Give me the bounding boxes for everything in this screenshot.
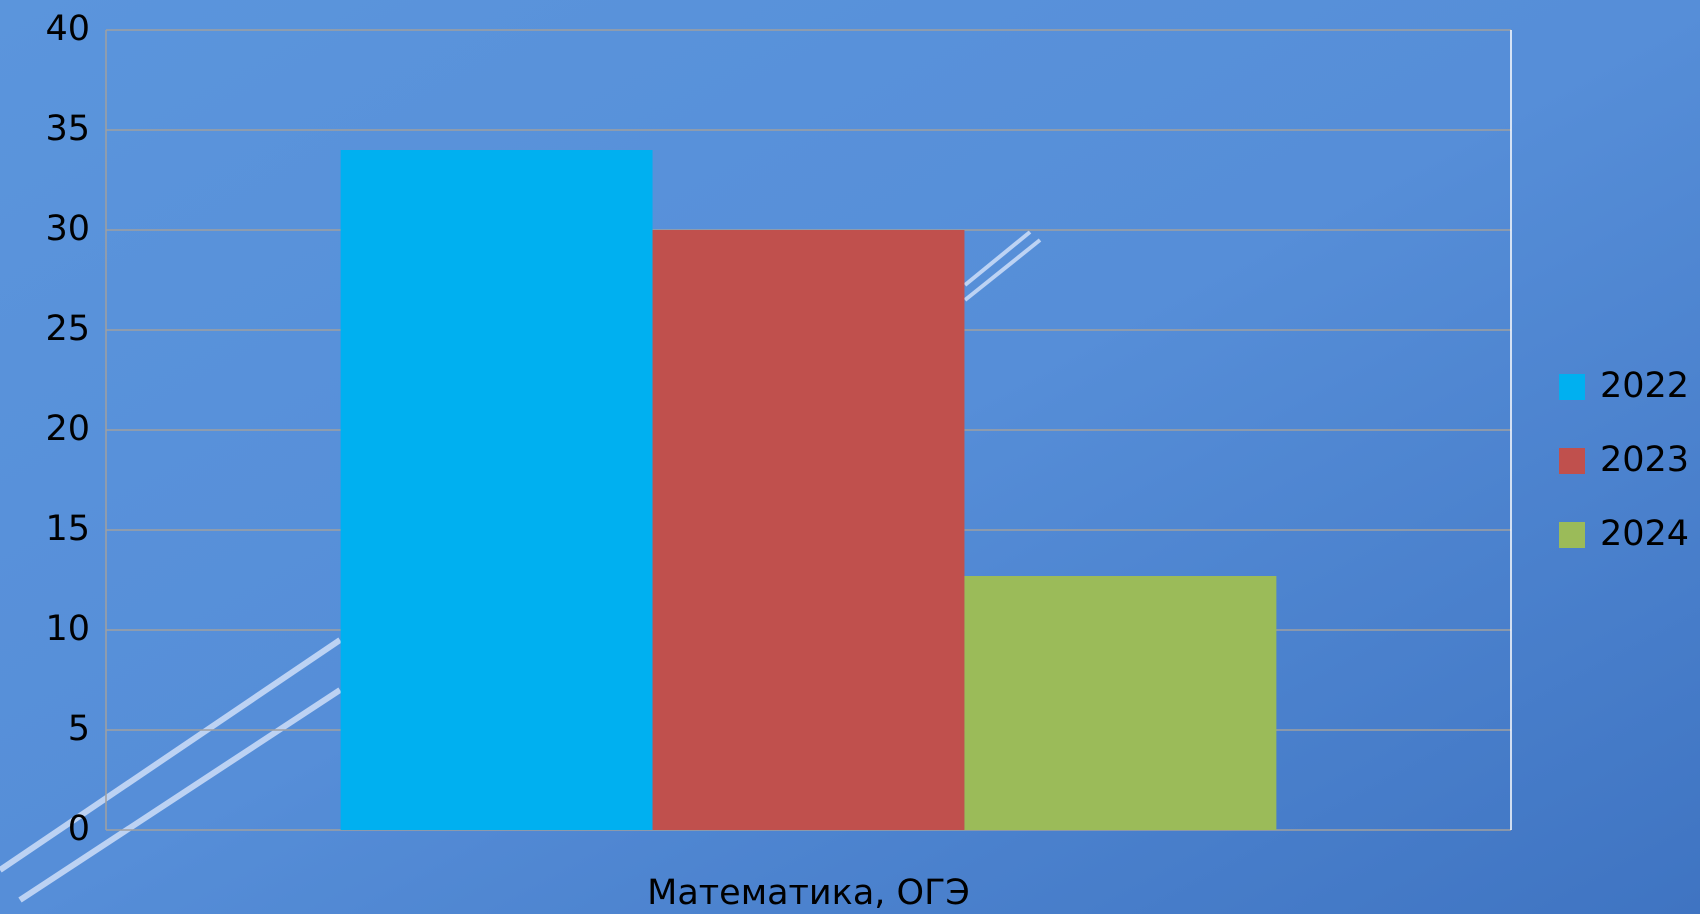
y-tick-label: 10	[45, 609, 90, 649]
y-tick-label: 20	[45, 409, 90, 449]
legend-label: 2023	[1600, 440, 1689, 480]
y-tick-label: 15	[45, 509, 90, 549]
y-tick-label: 5	[68, 709, 90, 749]
y-tick-label: 30	[45, 209, 90, 249]
y-tick-label: 0	[68, 809, 90, 849]
bar	[340, 150, 653, 830]
bar	[964, 576, 1277, 830]
contrail	[0, 230, 1042, 903]
legend-swatch	[1559, 522, 1585, 548]
legend-label: 2022	[1600, 366, 1689, 406]
y-tick-label: 40	[45, 9, 90, 49]
legend-label: 2024	[1600, 514, 1689, 554]
legend-swatch	[1559, 374, 1585, 400]
y-tick-label: 35	[45, 109, 90, 149]
x-tick-label: Математика, ОГЭ	[647, 873, 970, 913]
bar	[652, 230, 965, 830]
legend-swatch	[1559, 448, 1585, 474]
y-tick-label: 25	[45, 309, 90, 349]
